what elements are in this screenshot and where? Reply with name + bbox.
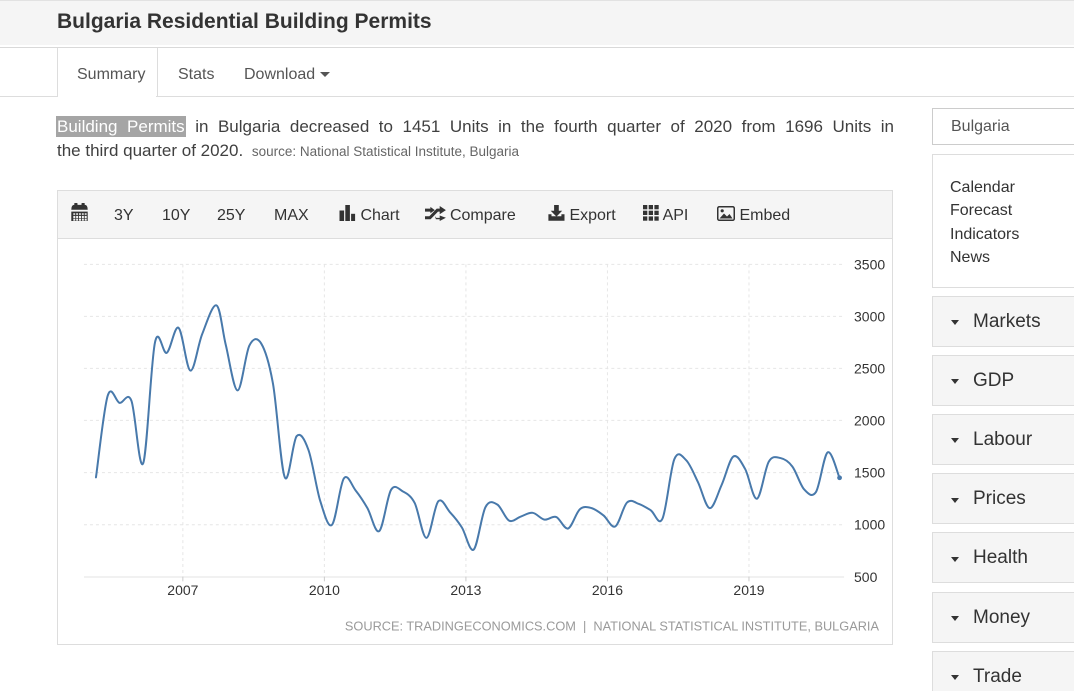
- svg-text:3000: 3000: [854, 308, 885, 324]
- svg-text:2016: 2016: [592, 582, 623, 598]
- svg-text:500: 500: [854, 569, 878, 585]
- svg-text:2007: 2007: [167, 582, 198, 598]
- svg-text:2019: 2019: [733, 582, 764, 598]
- svg-text:SOURCE: TRADINGECONOMICS.COM: SOURCE: TRADINGECONOMICS.COM | NATIONAL …: [345, 618, 880, 633]
- svg-text:1500: 1500: [854, 465, 885, 481]
- svg-text:1000: 1000: [854, 517, 885, 533]
- svg-text:2010: 2010: [309, 582, 340, 598]
- svg-text:2000: 2000: [854, 412, 885, 428]
- svg-text:2500: 2500: [854, 360, 885, 376]
- svg-text:2013: 2013: [450, 582, 481, 598]
- svg-text:3500: 3500: [854, 256, 885, 272]
